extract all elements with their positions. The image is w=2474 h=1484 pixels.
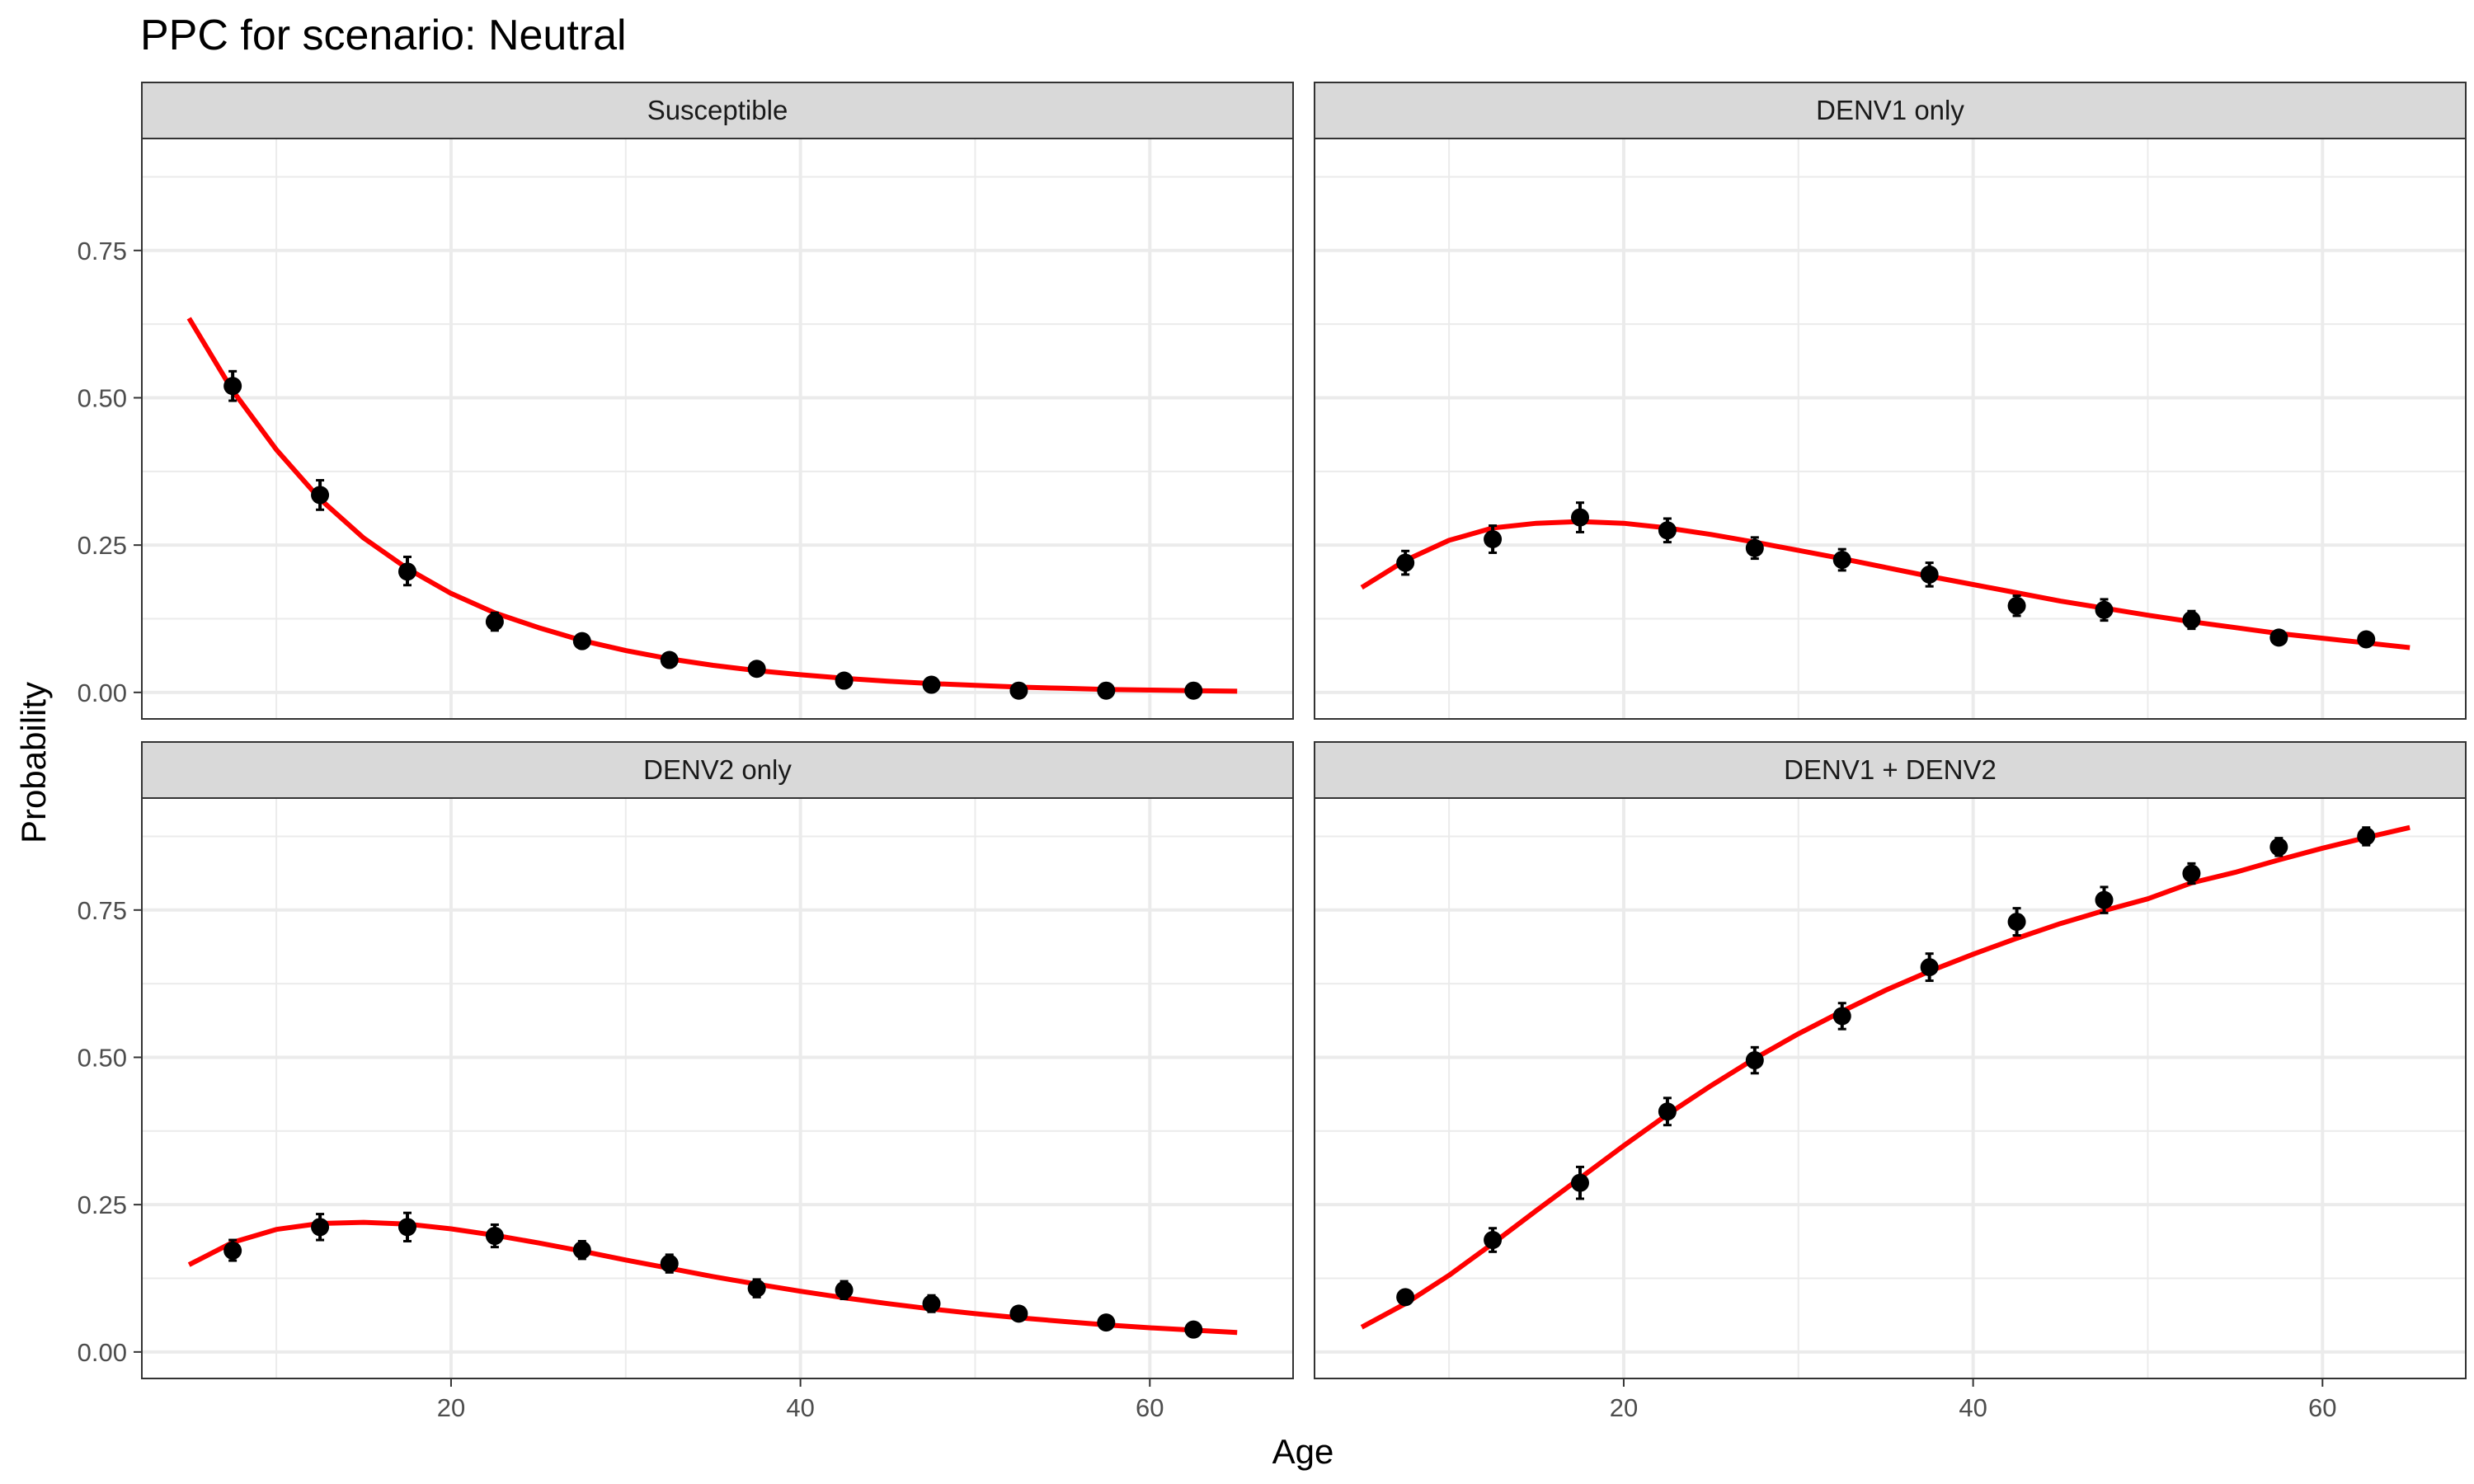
data-point xyxy=(311,1218,330,1237)
x-axis-title: Age xyxy=(1272,1432,1334,1471)
x-tick-label: 40 xyxy=(1959,1393,1987,1422)
y-tick-label: 0.25 xyxy=(78,531,127,560)
data-point xyxy=(1832,551,1851,570)
y-tick-label: 0.50 xyxy=(78,1043,127,1072)
chart-title: PPC for scenario: Neutral xyxy=(140,12,627,59)
data-point xyxy=(1097,1313,1116,1332)
data-point xyxy=(1184,681,1203,700)
strip-label: DENV1 + DENV2 xyxy=(1784,754,1997,785)
data-point xyxy=(397,562,416,581)
data-point xyxy=(485,1227,504,1246)
data-point xyxy=(1009,1304,1028,1323)
model-curve xyxy=(1360,824,2411,1330)
data-point xyxy=(2007,596,2026,615)
data-point xyxy=(1484,1231,1503,1250)
data-point xyxy=(397,1218,416,1237)
strip-label: DENV2 only xyxy=(643,754,792,785)
data-point xyxy=(2357,827,2376,846)
data-point xyxy=(922,1294,941,1313)
facet-panel: Susceptible 0.00 0.25 0.50 0.75 xyxy=(78,82,1294,720)
model-curve xyxy=(186,317,1238,694)
data-point xyxy=(2269,628,2288,647)
data-point xyxy=(1009,681,1028,700)
panel-background xyxy=(142,798,1293,1378)
model-curve xyxy=(1360,519,2411,650)
data-point xyxy=(1396,1288,1415,1307)
data-point xyxy=(1745,538,1764,557)
data-point xyxy=(660,650,679,669)
data-point xyxy=(572,1241,591,1260)
strip-label: DENV1 only xyxy=(1816,95,1964,125)
data-point xyxy=(2182,610,2201,629)
strip-background xyxy=(141,741,1294,799)
data-point xyxy=(1920,958,1939,977)
facet-panel: DENV1 + DENV2 20 40 60 xyxy=(1314,741,2467,1422)
data-point xyxy=(1832,1007,1851,1026)
facet-panel: DENV2 only 0.00 0.25 0.50 0.75 20 40 60 xyxy=(78,741,1294,1422)
data-point xyxy=(2182,864,2201,883)
facet-panel: DENV1 only xyxy=(1314,82,2467,720)
y-tick-label: 0.25 xyxy=(78,1190,127,1219)
data-point xyxy=(223,1241,242,1260)
data-point xyxy=(1184,1320,1203,1339)
data-point xyxy=(2095,890,2114,909)
y-tick-label: 0.75 xyxy=(78,896,127,925)
data-point xyxy=(572,632,591,650)
data-point xyxy=(2357,630,2376,649)
data-point xyxy=(1570,508,1589,527)
y-axis-title: Probability xyxy=(14,682,53,843)
facet-panels: Susceptible 0.00 0.25 0.50 0.75 DENV1 only DEN… xyxy=(78,82,2467,1422)
strip-background xyxy=(1314,82,2467,139)
model-curve xyxy=(187,1219,1238,1336)
data-point xyxy=(835,1280,854,1299)
y-tick-label: 0.75 xyxy=(78,237,127,265)
data-point xyxy=(1745,1051,1764,1070)
x-tick-label: 60 xyxy=(1136,1393,1164,1422)
data-point xyxy=(1396,553,1415,572)
x-tick-label: 60 xyxy=(2308,1393,2336,1422)
data-point xyxy=(1484,530,1503,549)
data-point xyxy=(922,675,941,694)
x-tick-label: 40 xyxy=(786,1393,814,1422)
y-tick-label: 0.00 xyxy=(78,1338,127,1367)
y-tick-label: 0.00 xyxy=(78,679,127,707)
data-point xyxy=(1097,681,1116,700)
data-point xyxy=(485,613,504,632)
data-point xyxy=(747,660,766,679)
data-point xyxy=(2095,600,2114,619)
strip-label: Susceptible xyxy=(647,95,788,125)
strip-background xyxy=(1314,741,2467,799)
x-tick-label: 20 xyxy=(437,1393,465,1422)
strip-background xyxy=(141,82,1294,139)
data-point xyxy=(747,1279,766,1298)
panel-background xyxy=(142,139,1293,719)
data-point xyxy=(1658,1102,1677,1121)
data-point xyxy=(1570,1173,1589,1192)
panel-background xyxy=(1315,798,2466,1378)
data-point xyxy=(1658,521,1677,540)
data-point xyxy=(2269,838,2288,857)
data-point xyxy=(223,377,242,396)
data-point xyxy=(835,671,854,690)
data-point xyxy=(2007,913,2026,932)
data-point xyxy=(311,486,330,505)
data-point xyxy=(1920,565,1939,584)
x-tick-label: 20 xyxy=(1610,1393,1638,1422)
data-point xyxy=(660,1254,679,1273)
panel-background xyxy=(1315,139,2466,719)
y-tick-label: 0.50 xyxy=(78,383,127,412)
